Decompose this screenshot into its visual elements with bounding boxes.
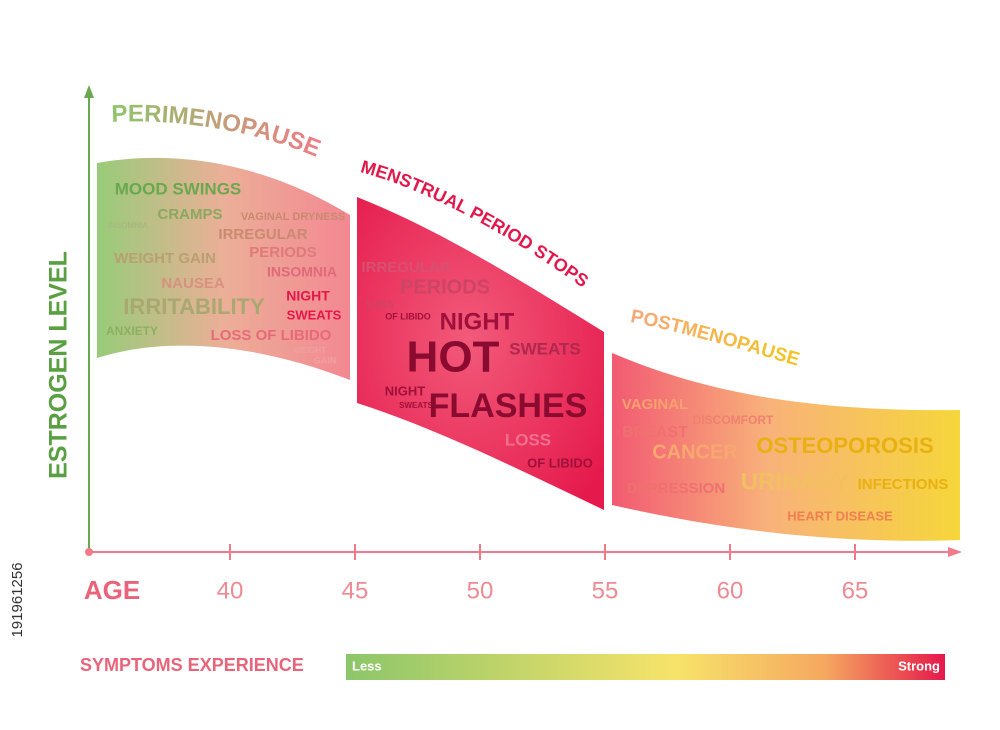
symptom: WEIGHT GAIN bbox=[114, 250, 216, 267]
symptom: URINARY bbox=[741, 468, 849, 495]
symptom: NAUSEA bbox=[161, 275, 225, 292]
symptom: ANXIETY bbox=[106, 324, 158, 338]
symptom: LOSS bbox=[505, 430, 551, 449]
y-axis-label: ESTROGEN LEVEL bbox=[45, 251, 73, 479]
symptom: LOSS OF LIBIDO bbox=[211, 327, 332, 344]
x-axis-label: AGE bbox=[84, 575, 140, 605]
phase-area bbox=[357, 197, 604, 510]
symptom: CANCER bbox=[652, 441, 738, 463]
phase-title: POSTMENOPAUSE bbox=[629, 306, 802, 370]
symptom: WEIGHT bbox=[294, 346, 326, 355]
legend-title: SYMPTOMS EXPERIENCE bbox=[80, 655, 304, 675]
phase-area bbox=[612, 353, 960, 541]
symptom: NIGHT bbox=[385, 383, 426, 398]
symptom: DEPRESSION bbox=[627, 480, 725, 497]
symptom: IRREGULAR bbox=[218, 226, 307, 243]
phase-title-path: PERIMENOPAUSE bbox=[111, 100, 324, 162]
symptom: INSOMNIA bbox=[267, 264, 337, 280]
symptom: PERIODS bbox=[400, 276, 490, 298]
axis-origin bbox=[85, 548, 93, 556]
legend-low: Less bbox=[352, 658, 382, 673]
x-tick-label: 65 bbox=[842, 577, 869, 604]
symptom: INFECTIONS bbox=[858, 476, 949, 493]
x-tick-label: 40 bbox=[217, 577, 244, 604]
symptom: DISCOMFORT bbox=[693, 413, 774, 427]
symptom: NIGHT bbox=[286, 288, 330, 304]
symptom: GAIN bbox=[314, 355, 337, 365]
symptom: HOT bbox=[407, 333, 500, 382]
symptom: FLASHES bbox=[429, 387, 588, 425]
symptom: VAGINAL bbox=[622, 396, 688, 413]
symptom: INSOMNIA bbox=[108, 221, 148, 230]
phase-title-path: POSTMENOPAUSE bbox=[629, 306, 802, 370]
y-axis-arrow bbox=[84, 85, 94, 98]
watermark: 191961256 bbox=[9, 562, 26, 637]
symptom: PERIODS bbox=[249, 244, 317, 261]
x-tick-label: 55 bbox=[592, 577, 619, 604]
x-tick-label: 60 bbox=[717, 577, 744, 604]
symptom: OSTEOPOROSIS bbox=[756, 433, 933, 458]
legend-high: Strong bbox=[898, 658, 940, 673]
symptom: SWEATS bbox=[399, 401, 433, 410]
symptom: MOOD SWINGS bbox=[115, 179, 242, 198]
symptom: SWEATS bbox=[509, 339, 580, 358]
x-axis-arrow bbox=[948, 547, 962, 557]
phase-area bbox=[97, 157, 350, 380]
symptom: HEART DISEASE bbox=[787, 508, 893, 523]
phase-title: PERIMENOPAUSE bbox=[111, 100, 324, 162]
symptom: CRAMPS bbox=[157, 206, 222, 223]
symptom: LOSS bbox=[366, 300, 394, 311]
symptom: BREAST bbox=[622, 424, 688, 441]
symptom: VAGINAL DRYNESS bbox=[241, 211, 345, 223]
x-tick-label: 45 bbox=[342, 577, 369, 604]
symptom: OF LIBIDO bbox=[385, 311, 431, 321]
legend-bar bbox=[346, 654, 945, 680]
x-tick-label: 50 bbox=[467, 577, 494, 604]
symptom: SWEATS bbox=[287, 307, 342, 322]
symptom: NIGHT bbox=[440, 308, 515, 335]
symptom: OF LIBIDO bbox=[527, 455, 593, 470]
symptom: IRRITABILITY bbox=[123, 294, 265, 319]
symptom: IRREGULAR bbox=[361, 259, 450, 276]
